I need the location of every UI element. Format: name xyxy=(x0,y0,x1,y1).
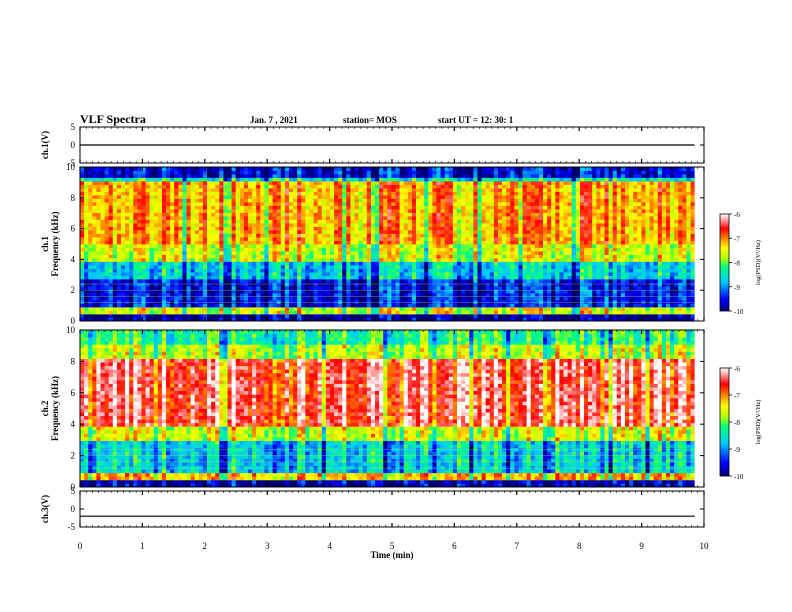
ch2-spectrogram-image xyxy=(80,330,704,488)
y-axis-label: Frequency (kHz) xyxy=(50,211,60,276)
x-tick-label: 9 xyxy=(639,541,644,551)
colorbar-tick-label: -6 xyxy=(734,211,740,219)
x-tick-label: 7 xyxy=(515,541,520,551)
colorbar-tick-label: -8 xyxy=(734,419,740,427)
start-time-label: start UT = 12: 30: 1 xyxy=(438,115,514,125)
y-tick-label: 5 xyxy=(71,122,76,132)
colorbar-tick-label: -9 xyxy=(734,284,740,292)
panel-frame xyxy=(79,490,705,528)
colorbar-tick-label: -7 xyxy=(734,235,740,243)
colorbar xyxy=(719,367,730,477)
y-tick-label: 2 xyxy=(71,285,76,295)
colorbar-tick-label: -10 xyxy=(734,308,744,316)
x-tick-label: 0 xyxy=(78,541,83,551)
chart-title: VLF Spectra xyxy=(80,112,146,126)
y-tick-label: 4 xyxy=(71,254,76,264)
y-tick-label: -5 xyxy=(68,158,76,168)
x-tick-label: 1 xyxy=(140,541,145,551)
y-axis-label: Frequency (kHz) xyxy=(50,376,60,441)
y-tick-label: 0 xyxy=(71,504,76,514)
y-tick-label: 2 xyxy=(71,451,76,461)
x-tick-label: 8 xyxy=(577,541,582,551)
y-tick-label: 4 xyxy=(71,419,76,429)
colorbar xyxy=(719,213,730,312)
y-axis-label: ch.2 xyxy=(40,400,50,416)
y-tick-label: 0 xyxy=(71,482,76,492)
colorbar-tick-label: -8 xyxy=(734,260,740,268)
y-tick-label: 6 xyxy=(71,388,76,398)
y-tick-label: -5 xyxy=(68,522,76,532)
colorbar-tick-label: -10 xyxy=(734,473,744,481)
y-axis-label: ch.1 xyxy=(40,236,50,252)
y-tick-label: 0 xyxy=(71,140,76,150)
colorbar-tick-label: -7 xyxy=(734,392,740,400)
x-tick-label: 3 xyxy=(265,541,270,551)
date-label: Jan. 7 , 2021 xyxy=(250,115,298,125)
colorbar-label: log(PSD)(V²/Hz) xyxy=(755,240,762,285)
y-tick-label: 10 xyxy=(66,325,76,335)
x-tick-label: 2 xyxy=(203,541,208,551)
y-axis-label: ch.3(V) xyxy=(40,495,50,523)
colorbar-tick-label: -9 xyxy=(734,446,740,454)
x-tick-label: 5 xyxy=(390,541,395,551)
x-tick-label: 6 xyxy=(452,541,457,551)
y-tick-label: 10 xyxy=(66,162,76,172)
y-tick-label: 6 xyxy=(71,224,76,234)
y-axis-label: ch.1(V) xyxy=(40,131,50,159)
y-tick-label: 5 xyxy=(71,486,76,496)
colorbar-tick-label: -6 xyxy=(734,365,740,373)
y-tick-label: 8 xyxy=(71,356,76,366)
x-axis-label: Time (min) xyxy=(370,550,413,560)
colorbar-label: log(PSD)(V²/Hz) xyxy=(755,400,762,445)
y-tick-label: 0 xyxy=(71,316,76,326)
ch1-spectrogram-image xyxy=(80,167,704,322)
x-tick-label: 10 xyxy=(700,541,710,551)
x-tick-label: 4 xyxy=(327,541,332,551)
station-label: station= MOS xyxy=(343,115,397,125)
y-tick-label: 8 xyxy=(71,193,76,203)
